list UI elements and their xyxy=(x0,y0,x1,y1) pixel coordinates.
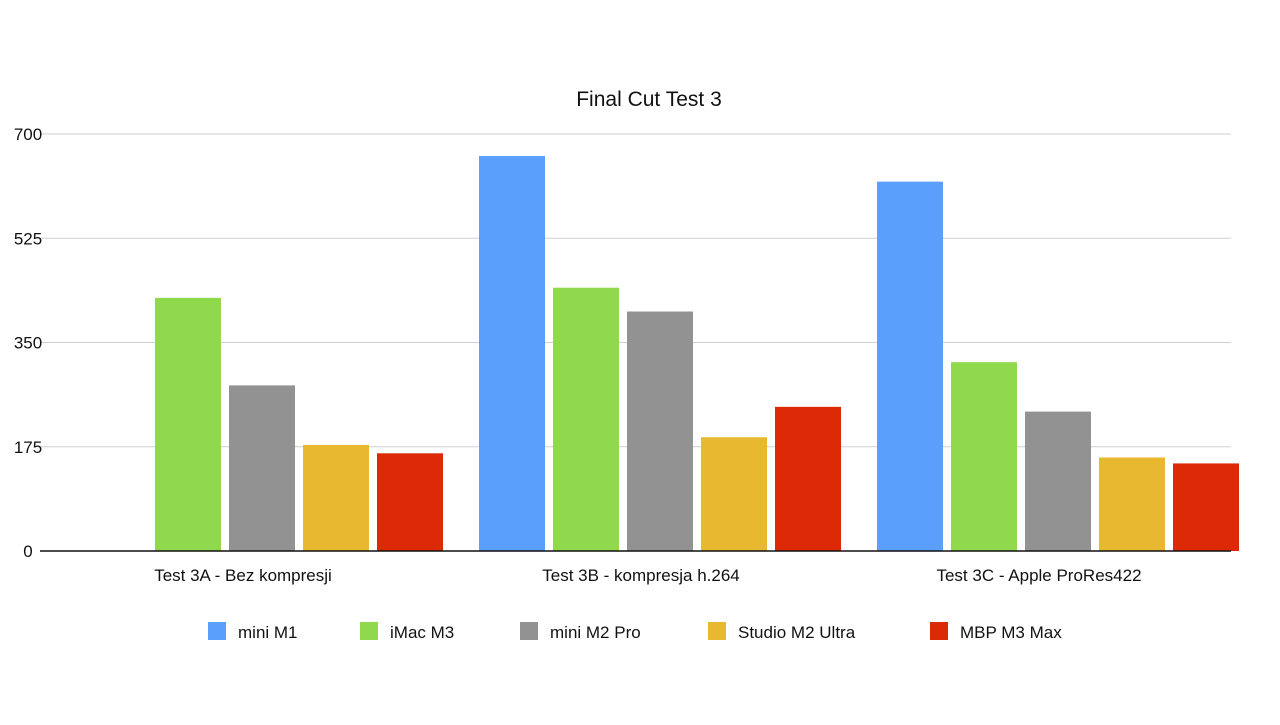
bar-imac-m3 xyxy=(553,287,619,551)
legend-swatch xyxy=(520,622,538,640)
legend-swatch xyxy=(208,622,226,640)
bar-mbp-m3-max xyxy=(775,406,841,551)
x-axis-categories: Test 3A - Bez kompresji Test 3B - kompres… xyxy=(154,566,1141,585)
bar-imac-m3 xyxy=(155,297,221,551)
x-category-label: Test 3B - kompresja h.264 xyxy=(542,566,739,585)
bar-studio-m2-ultra xyxy=(1099,457,1165,551)
y-tick-label: 0 xyxy=(23,542,32,561)
chart-title: Final Cut Test 3 xyxy=(576,88,722,111)
bar-studio-m2-ultra xyxy=(701,437,767,551)
bar-imac-m3 xyxy=(951,362,1017,551)
legend-swatch xyxy=(708,622,726,640)
legend-swatch xyxy=(930,622,948,640)
bar-mini-m1 xyxy=(877,181,943,551)
legend-swatch xyxy=(360,622,378,640)
bar-mbp-m3-max xyxy=(377,453,443,551)
bar-studio-m2-ultra xyxy=(303,444,369,551)
y-tick-label: 350 xyxy=(14,334,42,353)
x-category-label: Test 3C - Apple ProRes422 xyxy=(936,566,1141,585)
bars xyxy=(155,156,1239,551)
bar-mini-m2-pro xyxy=(1025,411,1091,551)
y-tick-label: 175 xyxy=(14,438,42,457)
y-axis-ticks: 0 175 350 525 700 xyxy=(14,125,42,561)
y-tick-label: 525 xyxy=(14,229,42,248)
legend-label: MBP M3 Max xyxy=(960,623,1062,642)
bar-mini-m2-pro xyxy=(627,311,693,551)
bar-mini-m2-pro xyxy=(229,385,295,551)
bar-mini-m1 xyxy=(479,156,545,551)
legend-label: mini M2 Pro xyxy=(550,623,641,642)
y-tick-label: 700 xyxy=(14,125,42,144)
bar-mbp-m3-max xyxy=(1173,463,1239,551)
legend: mini M1 iMac M3 mini M2 Pro Studio M2 Ultra… xyxy=(208,622,1062,642)
legend-label: mini M1 xyxy=(238,623,298,642)
legend-label: iMac M3 xyxy=(390,623,454,642)
x-category-label: Test 3A - Bez kompresji xyxy=(154,566,332,585)
legend-label: Studio M2 Ultra xyxy=(738,623,856,642)
